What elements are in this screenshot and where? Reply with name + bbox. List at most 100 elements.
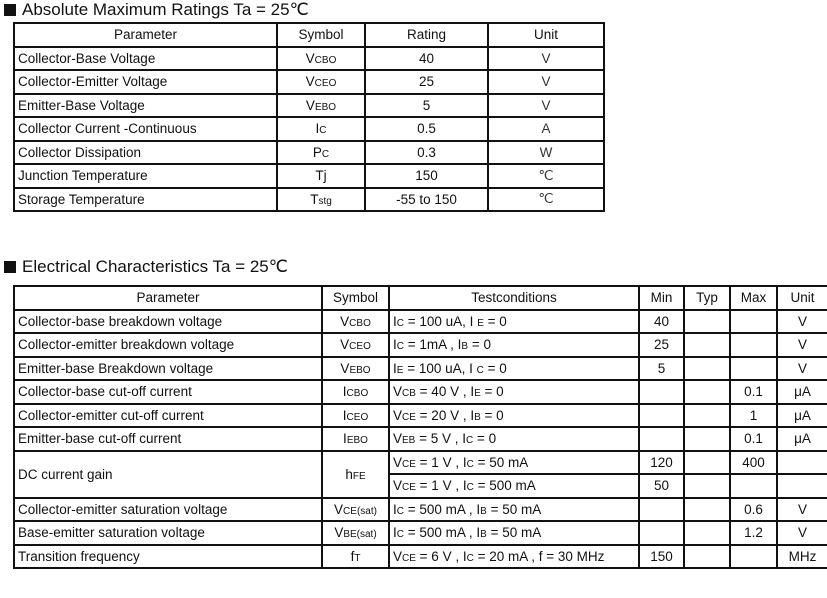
testcondition-cell: IC = 100 uA, I E = 0 xyxy=(388,308,640,334)
square-bullet-icon xyxy=(4,261,16,273)
unit-cell: μA xyxy=(776,402,827,428)
symbol-base: I xyxy=(315,121,320,137)
condition-segment: I xyxy=(393,525,397,541)
table-row: Collector-emitter breakdown voltage VCEO I… xyxy=(13,332,827,358)
symbol-base: V xyxy=(340,313,350,329)
testcondition-cell: VCE = 20 V , IB = 0 xyxy=(388,402,640,428)
rating-cell: -55 to 150 xyxy=(364,186,489,212)
condition-segment: = 20 mA , f = 30 MHz xyxy=(473,548,605,564)
condition-segment: C xyxy=(396,505,404,517)
typ-cell xyxy=(683,473,731,499)
condition-segment: = 500 mA , I xyxy=(404,501,481,517)
table-row: Transition frequency fT VCE = 6 V , IC = 2… xyxy=(13,543,827,569)
condition-segment: V xyxy=(393,407,403,423)
symbol-base: V xyxy=(305,50,315,66)
symbol-base: V xyxy=(340,360,350,376)
condition-segment: V xyxy=(393,454,403,470)
unit-cell: ℃ xyxy=(487,163,605,189)
table-row: Emitter-base cut-off current IEBO VEB = 5 … xyxy=(13,426,827,452)
col-testconditions: Testconditions xyxy=(388,285,640,311)
condition-segment: = 500 mA , I xyxy=(404,525,481,541)
condition-segment: = 100 uA, I xyxy=(404,313,478,329)
col-min: Min xyxy=(638,285,685,311)
col-unit: Unit xyxy=(776,285,827,311)
typ-cell xyxy=(683,449,731,475)
max-cell: 0.1 xyxy=(729,379,778,405)
condition-segment: CE xyxy=(402,411,416,423)
col-parameter: Parameter xyxy=(13,22,278,48)
symbol-cell: hFE xyxy=(321,449,390,499)
symbol-base: h xyxy=(345,466,353,482)
unit-cell: W xyxy=(487,139,605,165)
parameter-cell: DC current gain xyxy=(13,449,323,499)
symbol-subscript: CBO xyxy=(314,54,337,66)
symbol-cell: PC xyxy=(276,139,366,165)
table-row: Collector-base cut-off current ICBO VCB = … xyxy=(13,379,827,405)
max-cell: 1 xyxy=(729,402,778,428)
symbol-subscript: EBO xyxy=(314,101,337,113)
table-row: DC current gain hFE VCE = 1 V , IC = 50 mA… xyxy=(13,449,827,499)
parameter-cell: Storage Temperature xyxy=(13,186,278,212)
symbol-subscript: EBO xyxy=(346,435,368,447)
symbol-base: V xyxy=(334,501,344,517)
condition-segment: C xyxy=(396,529,404,541)
parameter-cell: Collector-emitter saturation voltage xyxy=(13,496,323,522)
table-row: Collector Current -Continuous IC 0.5 A xyxy=(13,116,605,142)
max-cell: 400 xyxy=(729,449,778,475)
col-symbol: Symbol xyxy=(321,285,390,311)
symbol-base: Tj xyxy=(315,168,327,184)
symbol-cell: IEBO xyxy=(321,426,390,452)
condition-segment: I xyxy=(393,313,397,329)
condition-segment: C xyxy=(466,552,474,564)
min-cell xyxy=(638,520,685,546)
abs-ratings-table: Parameter Symbol Rating Unit Collector-B… xyxy=(13,22,605,212)
condition-segment: C xyxy=(396,341,404,353)
typ-cell xyxy=(683,308,731,334)
unit-cell: V xyxy=(776,496,827,522)
parameter-cell: Collector-emitter cut-off current xyxy=(13,402,323,428)
condition-segment: = 500 mA xyxy=(473,478,536,494)
symbol-subscript: stg xyxy=(318,195,332,207)
symbol-cell: Tstg xyxy=(276,186,366,212)
symbol-cell: VCBO xyxy=(276,45,366,71)
testcondition-cell: VEB = 5 V , IC = 0 xyxy=(388,426,640,452)
max-cell xyxy=(729,355,778,381)
min-cell: 25 xyxy=(638,332,685,358)
table-row: Storage Temperature Tstg -55 to 150 ℃ xyxy=(13,186,605,212)
symbol-subscript: CBO xyxy=(346,388,369,400)
testcondition-cell: IE = 100 uA, I C = 0 xyxy=(388,355,640,381)
square-bullet-icon xyxy=(4,4,16,16)
symbol-base: V xyxy=(334,525,344,541)
parameter-cell: Base-emitter saturation voltage xyxy=(13,520,323,546)
condition-segment: CE xyxy=(402,458,416,470)
condition-segment: B xyxy=(480,505,487,517)
col-unit: Unit xyxy=(487,22,605,48)
symbol-base: f xyxy=(350,548,355,564)
max-cell xyxy=(729,332,778,358)
min-cell: 50 xyxy=(638,473,685,499)
unit-cell: ℃ xyxy=(487,186,605,212)
testcondition-cell: VCB = 40 V , IE = 0 xyxy=(388,379,640,405)
col-rating: Rating xyxy=(364,22,489,48)
condition-segment: = 0 xyxy=(480,384,504,400)
col-parameter: Parameter xyxy=(13,285,323,311)
unit-cell: V xyxy=(487,92,605,118)
condition-segment: = 40 V , I xyxy=(415,384,475,400)
symbol-base: V xyxy=(305,74,315,90)
testcondition-cell: VCE = 6 V , IC = 20 mA , f = 30 MHz xyxy=(388,543,640,569)
condition-segment: = 1mA , I xyxy=(404,337,462,353)
unit-cell: μA xyxy=(776,379,827,405)
typ-cell xyxy=(683,520,731,546)
rating-cell: 0.3 xyxy=(364,139,489,165)
parameter-cell: Junction Temperature xyxy=(13,163,278,189)
unit-cell: V xyxy=(487,45,605,71)
symbol-cell: IC xyxy=(276,116,366,142)
symbol-base: I xyxy=(342,384,347,400)
symbol-subscript: CBO xyxy=(349,317,371,329)
symbol-cell: Tj xyxy=(276,163,366,189)
symbol-subscript: BE(sat) xyxy=(343,529,377,541)
condition-segment: I xyxy=(393,337,397,353)
symbol-cell: VEBO xyxy=(276,92,366,118)
condition-segment: = 0 xyxy=(480,407,504,423)
condition-segment: EB xyxy=(402,435,416,447)
